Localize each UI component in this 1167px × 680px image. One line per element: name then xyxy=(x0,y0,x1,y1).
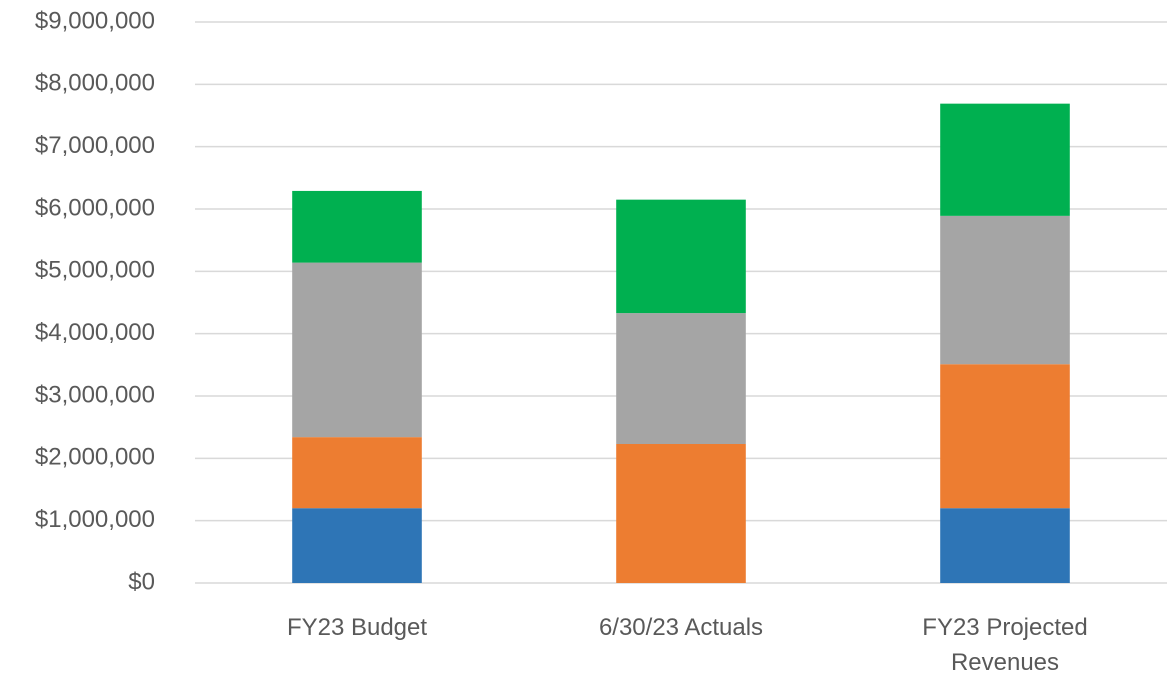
bar-segment xyxy=(940,103,1070,216)
y-tick-label: $4,000,000 xyxy=(35,319,155,346)
bar-segment xyxy=(616,443,746,583)
y-tick-label: $2,000,000 xyxy=(35,444,155,471)
bar-segment xyxy=(940,215,1070,365)
bar-segment xyxy=(292,508,422,583)
y-tick-label: $0 xyxy=(128,568,155,595)
y-tick-label: $7,000,000 xyxy=(35,132,155,159)
y-tick-label: $6,000,000 xyxy=(35,194,155,221)
bar-segment xyxy=(292,262,422,438)
bar-segment xyxy=(616,199,746,314)
bar-segment xyxy=(616,313,746,444)
x-tick-label: FY23 Budget xyxy=(286,614,428,641)
bar-segment xyxy=(940,364,1070,509)
bar-segment xyxy=(292,437,422,509)
y-tick-label: $8,000,000 xyxy=(35,70,155,97)
bar-segment xyxy=(292,190,422,263)
x-tick-label: FY23 Projected Revenues xyxy=(922,614,1088,676)
y-tick-label: $1,000,000 xyxy=(35,506,155,533)
y-tick-label: $5,000,000 xyxy=(35,257,155,284)
bar-segment xyxy=(940,508,1070,583)
y-tick-label: $9,000,000 xyxy=(35,7,155,34)
x-tick-label: 6/30/23 Actuals xyxy=(598,614,764,641)
y-tick-label: $3,000,000 xyxy=(35,381,155,408)
